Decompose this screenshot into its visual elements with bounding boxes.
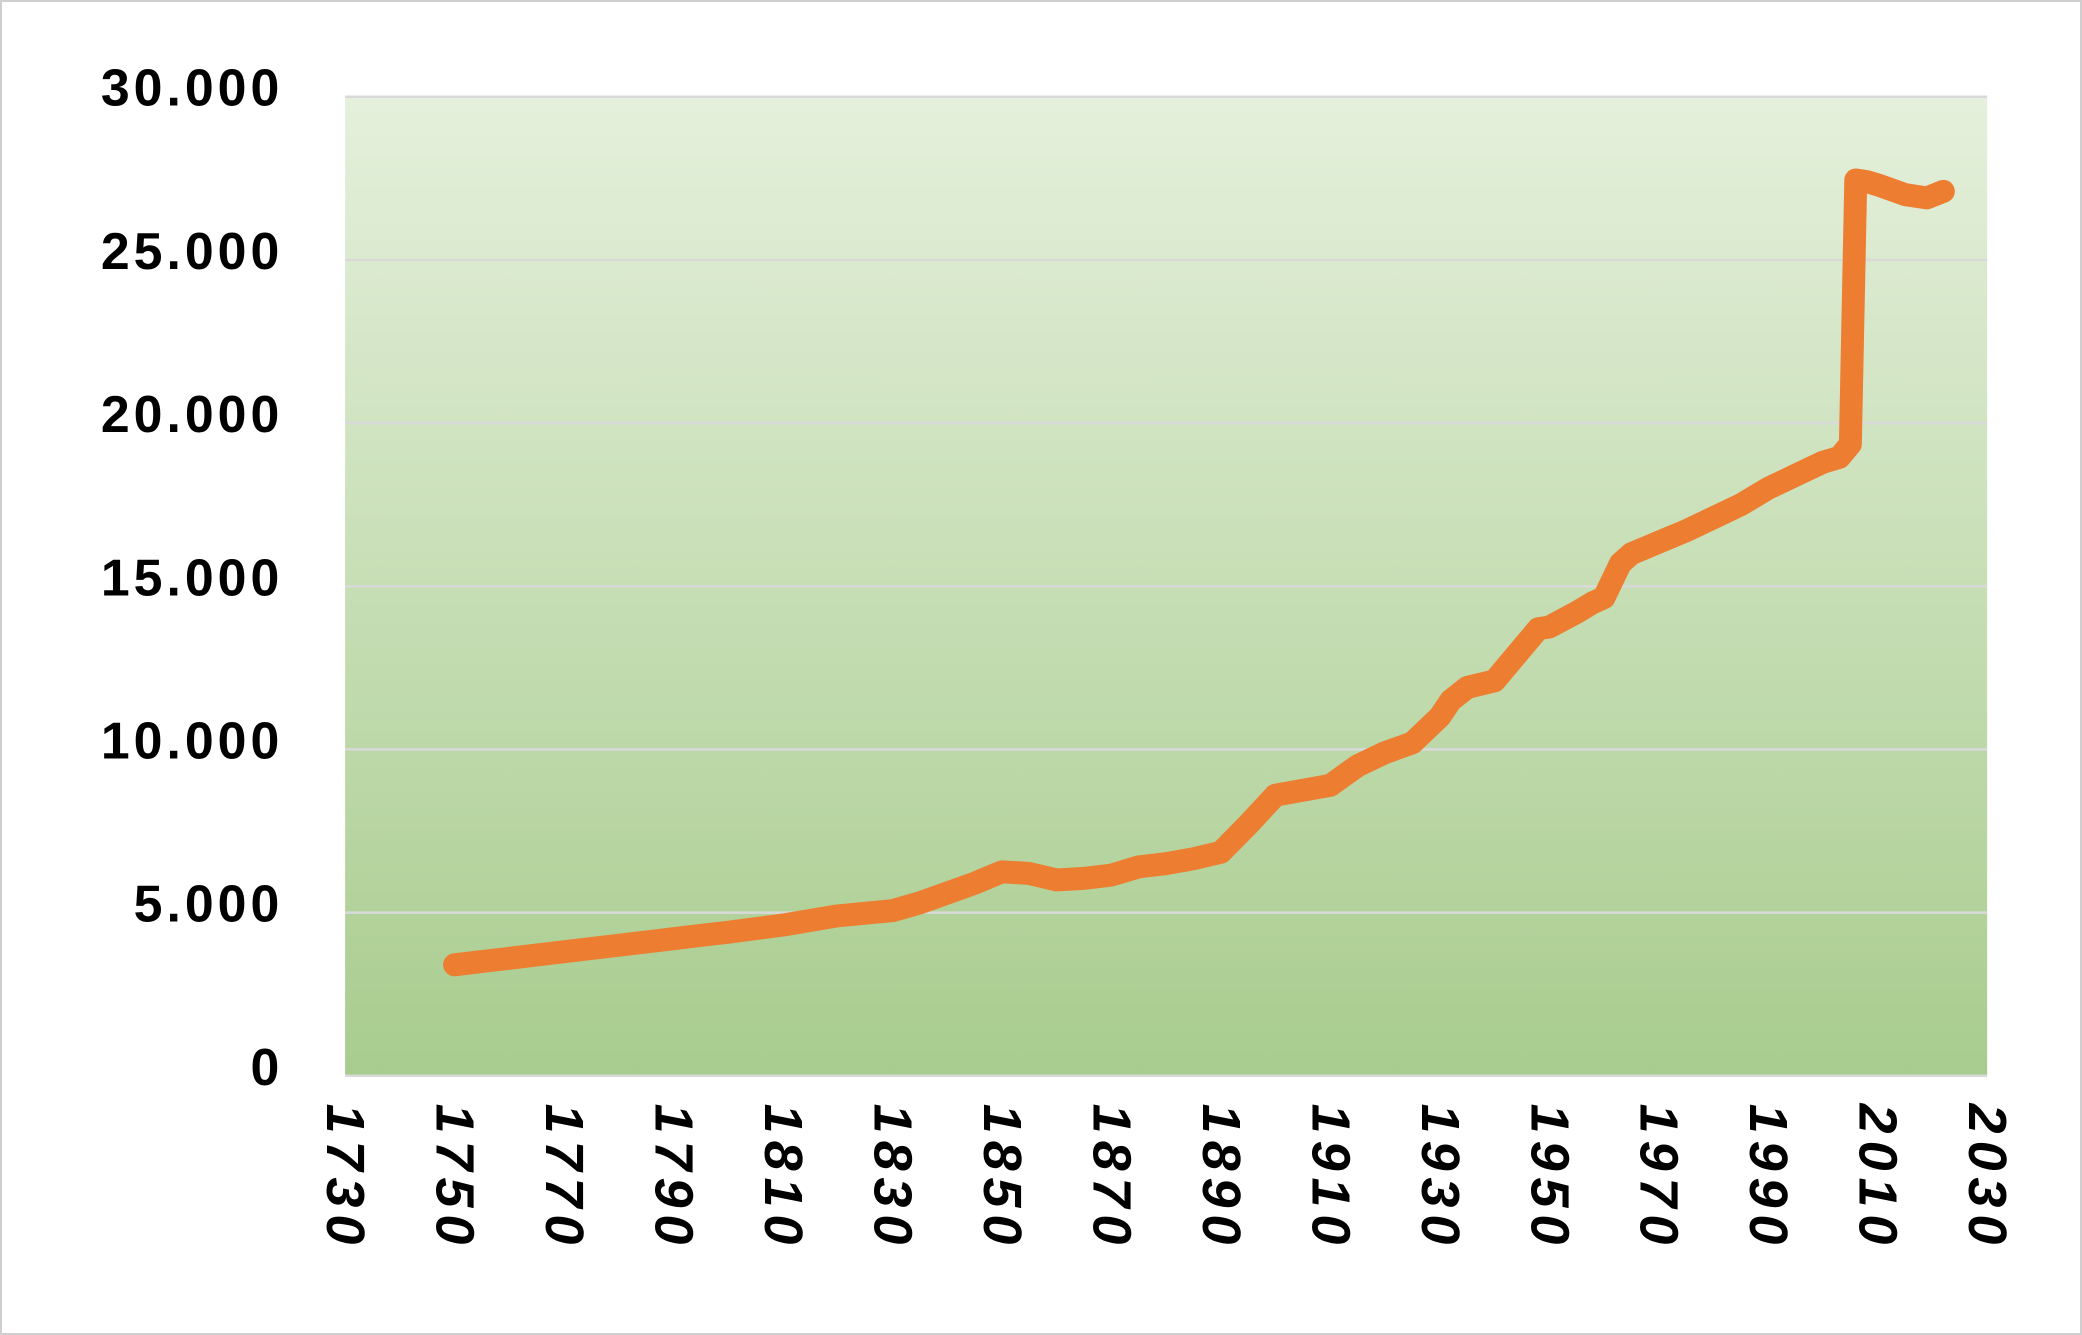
x-axis-tick-label: 2030	[1957, 1103, 2017, 1252]
y-axis-tick-label: 30.000	[101, 59, 283, 117]
x-axis-tick-label: 1830	[862, 1104, 922, 1252]
x-axis-tick-label: 1810	[753, 1104, 813, 1252]
x-axis-tick-label: 1910	[1300, 1104, 1360, 1252]
y-axis-tick-label: 25.000	[101, 222, 283, 280]
x-axis-tick-label: 1950	[1519, 1104, 1579, 1252]
y-axis-tick-label: 0	[250, 1038, 283, 1096]
y-axis-tick-label: 5.000	[134, 875, 284, 933]
data-line-series	[443, 168, 1955, 977]
y-axis-tick-label: 10.000	[101, 711, 283, 769]
x-axis-tick-label: 1770	[534, 1104, 594, 1252]
y-axis-tick-label: 20.000	[101, 385, 283, 443]
x-axis-tick-label: 1730	[315, 1104, 375, 1252]
x-axis-tick-label: 1990	[1738, 1104, 1798, 1252]
x-axis-tick-label: 1890	[1191, 1104, 1251, 1252]
x-axis-tick-label: 2010	[1848, 1103, 1908, 1252]
x-axis-tick-label: 1790	[644, 1104, 704, 1252]
x-axis-tick-label: 1750	[425, 1104, 485, 1252]
x-axis-tick-label: 1970	[1629, 1104, 1689, 1252]
x-axis-tick-label: 1850	[972, 1104, 1032, 1252]
x-axis-tick-label: 1930	[1410, 1104, 1470, 1252]
y-axis-tick-label: 15.000	[101, 548, 283, 606]
x-axis-tick-label: 1870	[1081, 1104, 1141, 1252]
